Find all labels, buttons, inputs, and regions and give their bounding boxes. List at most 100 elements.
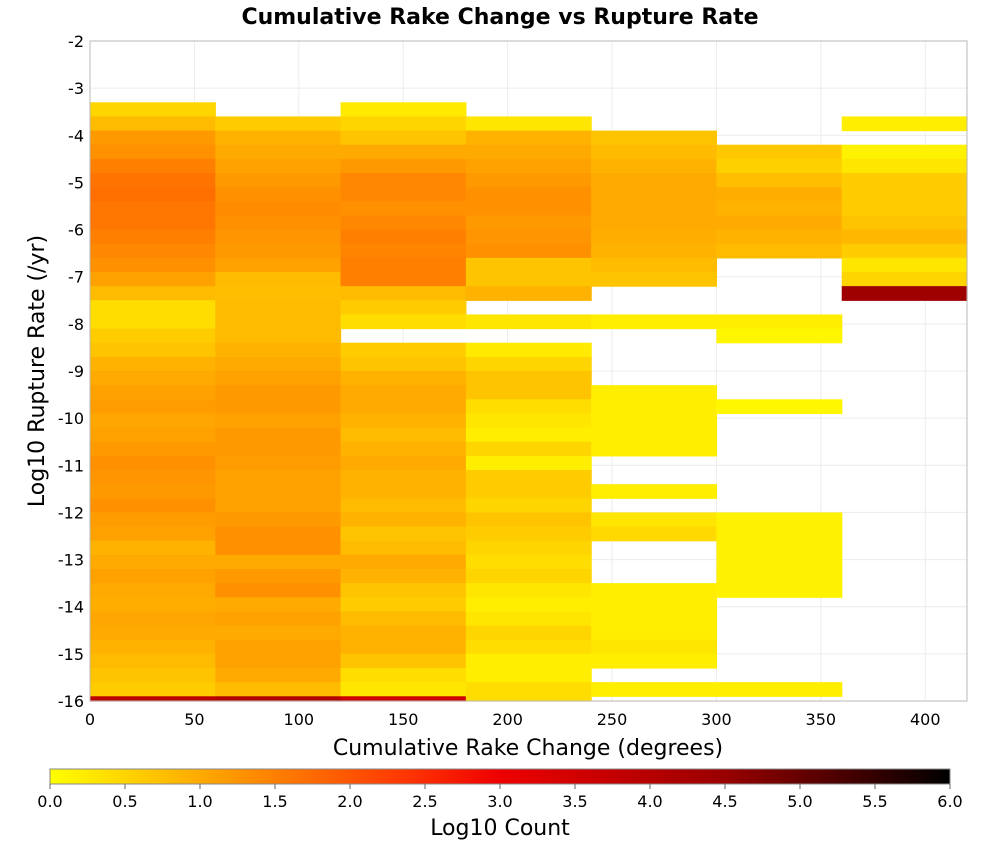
heatmap-cell (215, 116, 342, 132)
heatmap-cell (465, 116, 592, 132)
heatmap-cell (340, 455, 467, 471)
heatmap-cell (465, 187, 592, 202)
heatmap-cell (340, 286, 467, 301)
heatmap-cell (716, 215, 843, 231)
heatmap-cell (215, 257, 342, 273)
y-tick-label: -9 (68, 362, 84, 381)
heatmap-cell (591, 130, 718, 146)
heatmap-cell (215, 569, 342, 584)
heatmap-cell (90, 272, 216, 287)
heatmap-cell (591, 625, 718, 641)
heatmap-cell (591, 611, 718, 627)
heatmap-cell (716, 187, 843, 202)
heatmap-cell (591, 385, 718, 400)
heatmap-cell (591, 441, 718, 457)
heatmap-cell (340, 470, 467, 485)
x-tick-label: 50 (184, 710, 204, 729)
heatmap-cell (841, 272, 968, 287)
colorbar-tick-label: 2.0 (337, 792, 362, 811)
y-tick-label: -5 (68, 173, 84, 192)
heatmap-cell (465, 201, 592, 217)
heatmap-cell (215, 611, 342, 627)
colorbar-tick-label: 5.5 (862, 792, 887, 811)
heatmap-cell (716, 229, 843, 245)
heatmap-cell (215, 455, 342, 471)
heatmap-cell (591, 187, 718, 202)
heatmap-cell (340, 215, 467, 231)
y-tick-label: -8 (68, 315, 84, 334)
heatmap-cell (215, 158, 342, 174)
heatmap-cell (90, 286, 216, 301)
y-axis-label: Log10 Rupture Rate (/yr) (25, 235, 50, 507)
heatmap-cell (215, 371, 342, 386)
heatmap-cell (465, 682, 592, 697)
heatmap-cell (215, 653, 342, 669)
heatmap-cell (591, 272, 718, 287)
heatmap-cell (841, 257, 968, 273)
colorbar-tick-label: 4.0 (637, 792, 662, 811)
heatmap-cell (90, 158, 216, 174)
heatmap-cell (716, 144, 843, 160)
y-tick-label: -4 (68, 126, 84, 145)
heatmap-cell (215, 173, 342, 188)
heatmap-cell (591, 583, 718, 598)
heatmap-cell (591, 512, 718, 528)
heatmap-cell (591, 144, 718, 160)
heatmap-cell (215, 583, 342, 598)
y-tick-label: -11 (58, 456, 84, 475)
heatmap-cell (465, 342, 592, 358)
heatmap-cell (90, 611, 216, 627)
heatmap-cell (340, 597, 467, 613)
heatmap-cell (465, 215, 592, 231)
heatmap-cell (591, 399, 718, 415)
heatmap-cell (90, 229, 216, 245)
heatmap-cell (215, 696, 342, 702)
heatmap-cell (90, 455, 216, 471)
heatmap-cell (90, 257, 216, 273)
heatmap-cell (591, 173, 718, 188)
heatmap-cell (340, 243, 467, 259)
heatmap-cell (90, 625, 216, 641)
heatmap-cell (841, 116, 968, 132)
heatmap-cell (90, 597, 216, 613)
heatmap-cell (340, 342, 467, 358)
heatmap-cell (90, 569, 216, 584)
x-tick-label: 0 (85, 710, 95, 729)
heatmap-cell (340, 682, 467, 697)
heatmap-cell (591, 427, 718, 443)
heatmap-cell (591, 257, 718, 273)
heatmap-cell (90, 554, 216, 570)
heatmap-cell (465, 130, 592, 146)
heatmap-cell (340, 625, 467, 641)
heatmap-cell (90, 102, 216, 118)
heatmap-cell (465, 371, 592, 386)
heatmap-cell (90, 342, 216, 358)
heatmap-cell (716, 569, 843, 584)
heatmap-cell (90, 201, 216, 217)
heatmap-cell (340, 554, 467, 570)
heatmap-cell (215, 625, 342, 641)
heatmap-cell (465, 173, 592, 188)
heatmap-cell (90, 470, 216, 485)
heatmap-cell (215, 526, 342, 542)
y-axis-ticks: -2 -3 -4 -5 -6 -7 -8 -9 -10 -11 -12 -13 -14 -15 -16 (58, 32, 84, 711)
heatmap-cell (591, 243, 718, 259)
heatmap-cell (90, 682, 216, 697)
heatmap-cell (215, 682, 342, 697)
heatmap-cell (215, 215, 342, 231)
heatmap-cell (90, 526, 216, 542)
heatmap-cell (215, 272, 342, 287)
heatmap-cell (215, 130, 342, 146)
colorbar-tick-label: 0.5 (112, 792, 137, 811)
y-tick-label: -15 (58, 645, 84, 664)
heatmap-cell (215, 470, 342, 485)
chart-title: Cumulative Rake Change vs Rupture Rate (241, 5, 758, 30)
heatmap-cell (340, 526, 467, 542)
heatmap-cell (215, 144, 342, 160)
heatmap-cell (340, 229, 467, 245)
heatmap-cell (90, 328, 216, 344)
heatmap-cell (90, 512, 216, 528)
heatmap-cell (215, 356, 342, 372)
x-tick-label: 200 (492, 710, 523, 729)
heatmap-cell (215, 243, 342, 259)
